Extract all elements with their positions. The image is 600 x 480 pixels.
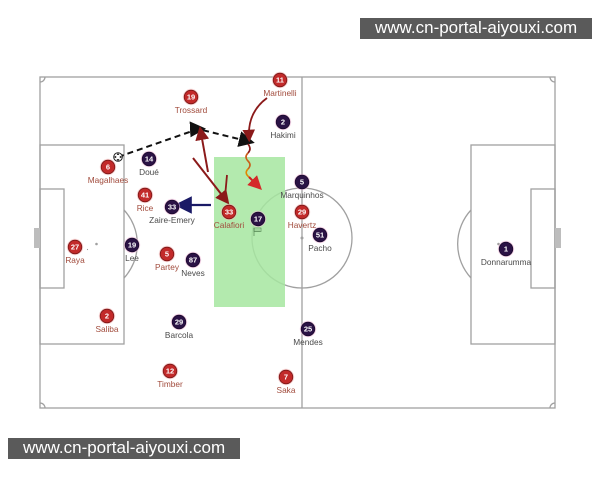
svg-text:Hakimi: Hakimi: [270, 130, 296, 140]
svg-text:27: 27: [71, 243, 79, 252]
svg-text:87: 87: [189, 256, 197, 265]
svg-text:Barcola: Barcola: [165, 330, 194, 340]
svg-text:Calafiori: Calafiori: [214, 220, 245, 230]
svg-text:17: 17: [254, 215, 262, 224]
svg-text:2: 2: [281, 118, 285, 127]
svg-text:11: 11: [276, 76, 284, 85]
svg-text:Havertz: Havertz: [288, 220, 317, 230]
svg-text:Marquinhos: Marquinhos: [280, 190, 323, 200]
svg-text:1: 1: [504, 245, 508, 254]
svg-text:Rice: Rice: [137, 203, 154, 213]
svg-text:51: 51: [316, 231, 324, 240]
svg-text:Timber: Timber: [157, 379, 183, 389]
svg-text:Doué: Doué: [139, 167, 159, 177]
svg-text:5: 5: [165, 250, 169, 259]
svg-text:19: 19: [128, 241, 136, 250]
svg-text:25: 25: [304, 325, 312, 334]
svg-text:Neves: Neves: [181, 268, 205, 278]
svg-text:Magalhaes: Magalhaes: [88, 175, 129, 185]
svg-text:Pacho: Pacho: [308, 243, 332, 253]
svg-text:Lee: Lee: [125, 253, 139, 263]
svg-text:29: 29: [298, 208, 306, 217]
svg-text:Mendes: Mendes: [293, 337, 323, 347]
svg-text:33: 33: [168, 203, 176, 212]
svg-text:19: 19: [187, 93, 195, 102]
svg-text:7: 7: [284, 373, 288, 382]
svg-text:Trossard: Trossard: [175, 105, 208, 115]
svg-text:29: 29: [175, 318, 183, 327]
svg-text:5: 5: [300, 178, 304, 187]
svg-text:Saka: Saka: [277, 385, 296, 395]
svg-text:Saliba: Saliba: [95, 324, 118, 334]
svg-text:Zaire-Emery: Zaire-Emery: [149, 215, 195, 225]
svg-text:Donnarumma: Donnarumma: [481, 257, 532, 267]
svg-text:Partey: Partey: [155, 262, 180, 272]
svg-text:33: 33: [225, 208, 233, 217]
svg-text:14: 14: [145, 155, 154, 164]
svg-text:12: 12: [166, 367, 174, 376]
svg-text:Raya: Raya: [65, 255, 85, 265]
svg-text:6: 6: [106, 163, 110, 172]
svg-text:41: 41: [141, 191, 149, 200]
svg-text:2: 2: [105, 312, 109, 321]
svg-text:Martinelli: Martinelli: [263, 88, 296, 98]
